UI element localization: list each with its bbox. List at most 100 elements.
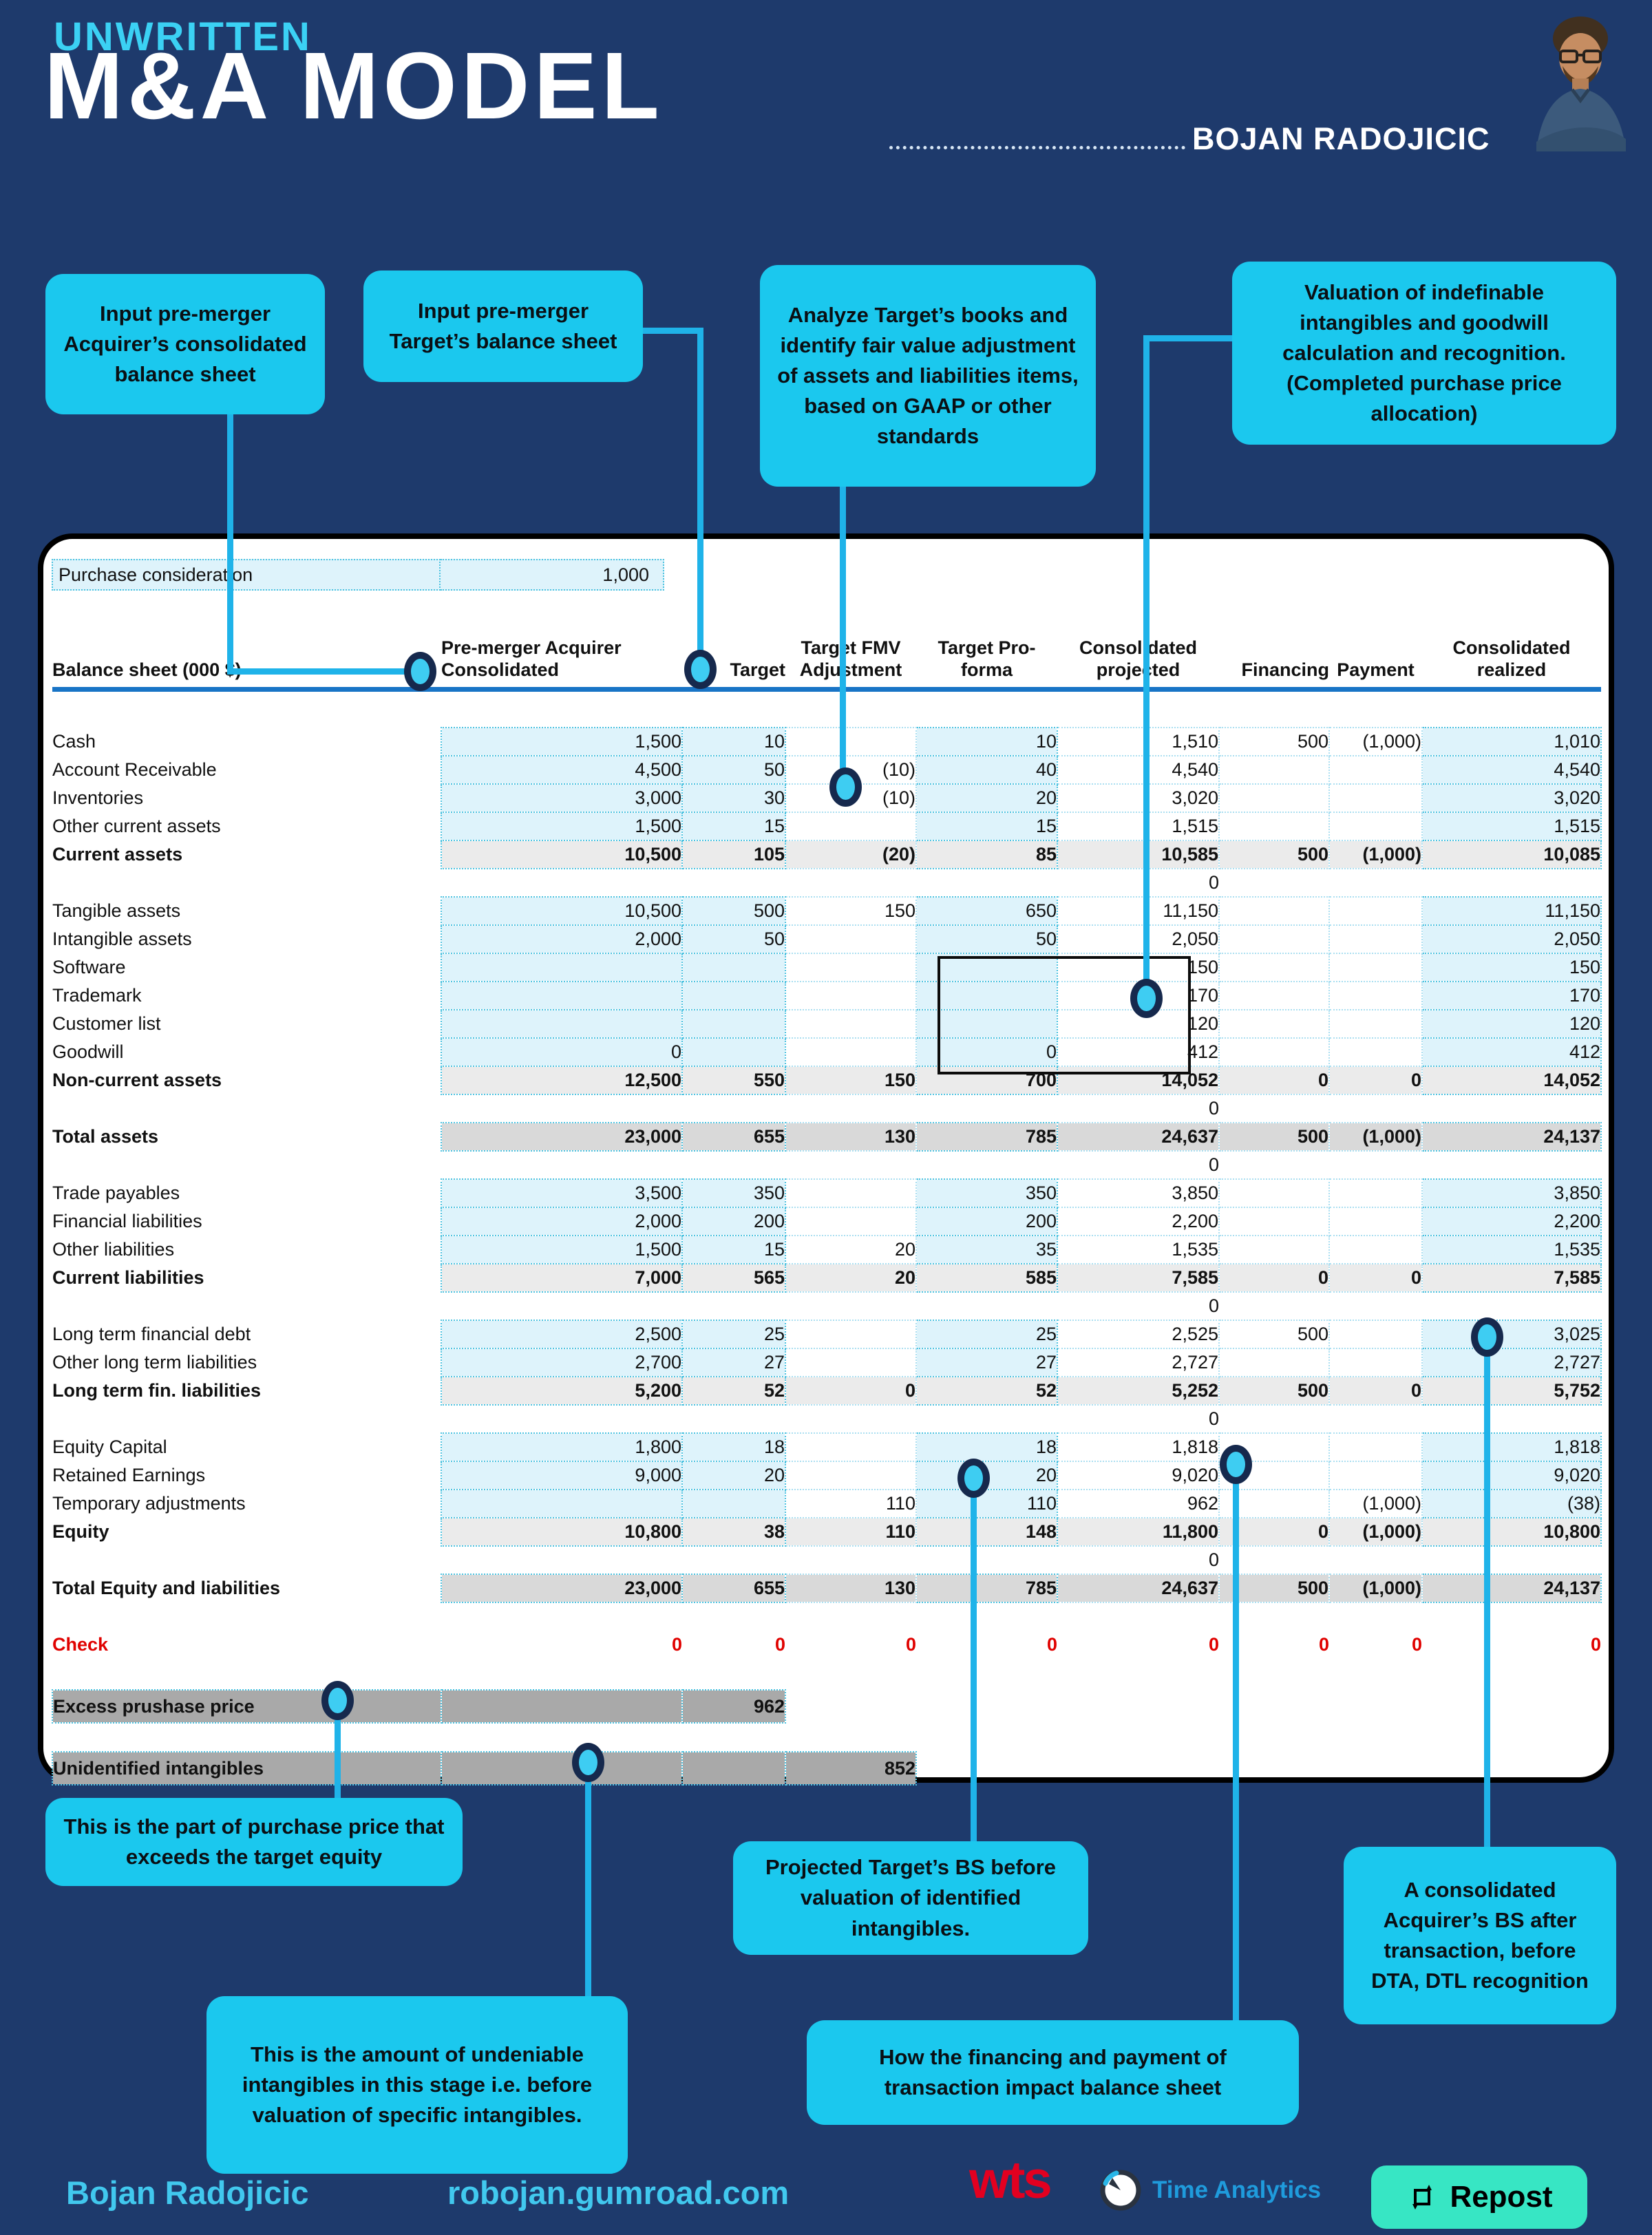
- table-row: Account Receivable 4,500 50 (10) 40 4,540 4,54…: [52, 755, 1602, 785]
- cell-value: 3,020: [1057, 783, 1220, 814]
- cell-value: 0: [1208, 872, 1219, 893]
- cell-value: 1,535: [1057, 1235, 1220, 1265]
- cell-value: 655: [681, 1574, 786, 1604]
- cell-value: 40: [915, 755, 1058, 785]
- table-row: Other current assets 1,500 15 15 1,515 1,515: [52, 812, 1602, 842]
- cell-value: 25: [681, 1320, 786, 1350]
- cell-value: [1328, 1235, 1423, 1265]
- cell-value: [682, 869, 785, 897]
- cell-value: 200: [915, 1207, 1058, 1237]
- cell-value: [441, 981, 683, 1011]
- cell-value: 14,052: [1057, 1066, 1220, 1096]
- cell-value: 5,200: [441, 1376, 683, 1406]
- cell-value: 962: [681, 1689, 786, 1724]
- cell-label: [52, 1546, 441, 1574]
- cell-value: 50: [915, 924, 1058, 955]
- cell-value: 1,500: [441, 1235, 683, 1265]
- cell-value: 50: [681, 755, 786, 785]
- cell-value: 585: [915, 1263, 1058, 1293]
- cell-value: [1218, 1178, 1330, 1209]
- table-row: Other liabilities 1,500 15 20 35 1,535 1,535: [52, 1235, 1602, 1265]
- connector-dot: [1130, 979, 1163, 1018]
- header-row: Balance sheet (000 $) Pre-merger Acquirer…: [52, 637, 1601, 692]
- callout-goodwill-valuation: Valuation of indefinable intangibles and…: [1232, 262, 1616, 445]
- table-row: Total assets 23,000 655 130 785 24,637 500 (1,0…: [52, 1122, 1602, 1152]
- table-row: Excess prushase price 962: [52, 1689, 1601, 1724]
- table-body: Cash 1,500 10 10 1,510 500 (1,000) 1,010 Account…: [52, 689, 1602, 1786]
- cell-value: 11,150: [1421, 896, 1602, 926]
- cell-value: 170: [1421, 981, 1602, 1011]
- connector-line: [971, 1494, 977, 1841]
- cell-value: 0: [1318, 1634, 1329, 1655]
- connector-dot: [572, 1743, 604, 1782]
- cell-value: 27: [681, 1348, 786, 1378]
- cell-value: 15: [681, 1235, 786, 1265]
- column-header: Consolidated projected: [1057, 637, 1219, 692]
- callout-consolidated-acquirer-bs: A consolidated Acquirer’s BS after trans…: [1344, 1847, 1616, 2024]
- cell-value: [785, 1320, 917, 1350]
- cell-value: 23,000: [441, 1574, 683, 1604]
- cell-value: 0: [1328, 1263, 1423, 1293]
- table-row: 0: [52, 1151, 1601, 1179]
- cell-value: 18: [681, 1432, 786, 1463]
- cell-value: [785, 1094, 916, 1123]
- cell-value: 3,850: [1057, 1178, 1220, 1209]
- callout-input-acquirer-bs: Input pre-merger Acquirer’s consolidated…: [45, 274, 325, 414]
- callout-projected-target-bs: Projected Target’s BS before valuation o…: [733, 1841, 1088, 1955]
- cell-value: [1328, 1207, 1423, 1237]
- cell-label: Tangible assets: [52, 900, 181, 922]
- cell-value: 3,025: [1421, 1320, 1602, 1350]
- column-header: Payment: [1329, 637, 1422, 692]
- table-row: Trademark 170 170: [52, 981, 1602, 1011]
- cell-value: 2,525: [1057, 1320, 1220, 1350]
- cell-value: [1328, 1461, 1423, 1491]
- cell-value: 10: [681, 727, 786, 757]
- cell-value: [916, 1546, 1057, 1574]
- cell-value: [1328, 953, 1423, 983]
- cell-label: Temporary adjustments: [52, 1493, 246, 1514]
- cell-value: [916, 1151, 1057, 1179]
- cell-value: 0: [1218, 1263, 1330, 1293]
- cell-value: [916, 1292, 1057, 1320]
- column-header: Consolidated realized: [1422, 637, 1601, 692]
- cell-value: 1,500: [441, 812, 683, 842]
- repost-button[interactable]: Repost: [1371, 2165, 1587, 2229]
- cell-value: [785, 869, 916, 897]
- cell-value: 500: [681, 896, 786, 926]
- cell-value: [1422, 1292, 1601, 1320]
- footer-site-link[interactable]: robojan.gumroad.com: [447, 2174, 790, 2211]
- cell-value: 785: [915, 1122, 1058, 1152]
- cell-value: 12,500: [441, 1066, 683, 1096]
- cell-value: [785, 1009, 917, 1039]
- cell-value: [1218, 924, 1330, 955]
- cell-value: [916, 1405, 1057, 1433]
- table-row: Total Equity and liabilities 23,000 655 130…: [52, 1574, 1602, 1604]
- cell-value: [1328, 755, 1423, 785]
- cell-label: Goodwill: [52, 1041, 124, 1063]
- cell-value: 0: [671, 1634, 682, 1655]
- cell-value: 110: [785, 1489, 917, 1519]
- connector-line: [585, 1779, 591, 1996]
- table-row: Unidentified intangibles 852: [52, 1751, 1601, 1786]
- cell-value: 962: [1057, 1489, 1220, 1519]
- cell-value: 150: [785, 1066, 917, 1096]
- callout-undeniable-intangibles: This is the amount of undeniable intangi…: [206, 1996, 628, 2174]
- cell-value: 412: [1421, 1037, 1602, 1068]
- table-row: Cash 1,500 10 10 1,510 500 (1,000) 1,010: [52, 727, 1602, 757]
- cell-value: 3,850: [1421, 1178, 1602, 1209]
- cell-value: 7,000: [441, 1263, 683, 1293]
- cell-value: [916, 869, 1057, 897]
- cell-value: 0: [1208, 1098, 1219, 1119]
- cell-value: [1057, 1752, 1219, 1785]
- cell-value: [682, 1546, 785, 1574]
- cell-value: [1328, 783, 1423, 814]
- cell-value: [1329, 1546, 1422, 1574]
- table-row: Trade payables 3,500 350 350 3,850 3,850: [52, 1178, 1602, 1209]
- cell-value: [1057, 1690, 1219, 1723]
- cell-value: 0: [1046, 1634, 1057, 1655]
- cell-value: [682, 1405, 785, 1433]
- cell-value: (10): [785, 783, 917, 814]
- cell-value: [916, 1752, 1057, 1785]
- cell-value: [1422, 1405, 1601, 1433]
- cell-value: [785, 1207, 917, 1237]
